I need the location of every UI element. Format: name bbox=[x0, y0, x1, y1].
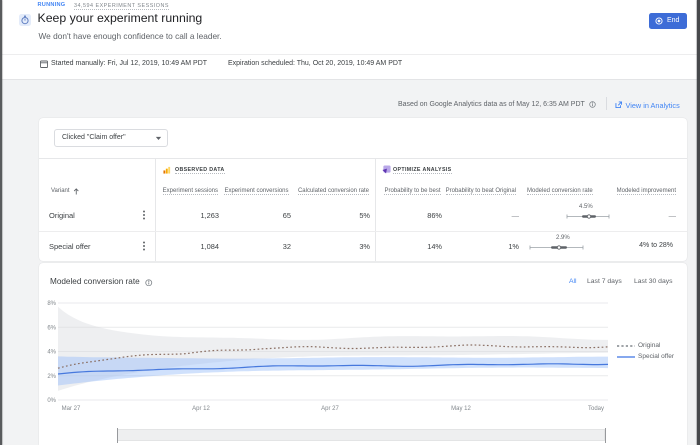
svg-text:8%: 8% bbox=[47, 301, 56, 307]
svg-text:Today: Today bbox=[588, 406, 604, 412]
svg-text:Apr 27: Apr 27 bbox=[321, 406, 339, 412]
svg-text:2%: 2% bbox=[47, 374, 56, 380]
svg-text:Apr 12: Apr 12 bbox=[192, 406, 210, 412]
svg-text:Mar 27: Mar 27 bbox=[62, 406, 81, 412]
svg-text:6%: 6% bbox=[47, 325, 56, 331]
svg-text:May 12: May 12 bbox=[451, 406, 471, 412]
svg-text:0%: 0% bbox=[47, 398, 56, 404]
svg-text:4%: 4% bbox=[47, 350, 56, 356]
